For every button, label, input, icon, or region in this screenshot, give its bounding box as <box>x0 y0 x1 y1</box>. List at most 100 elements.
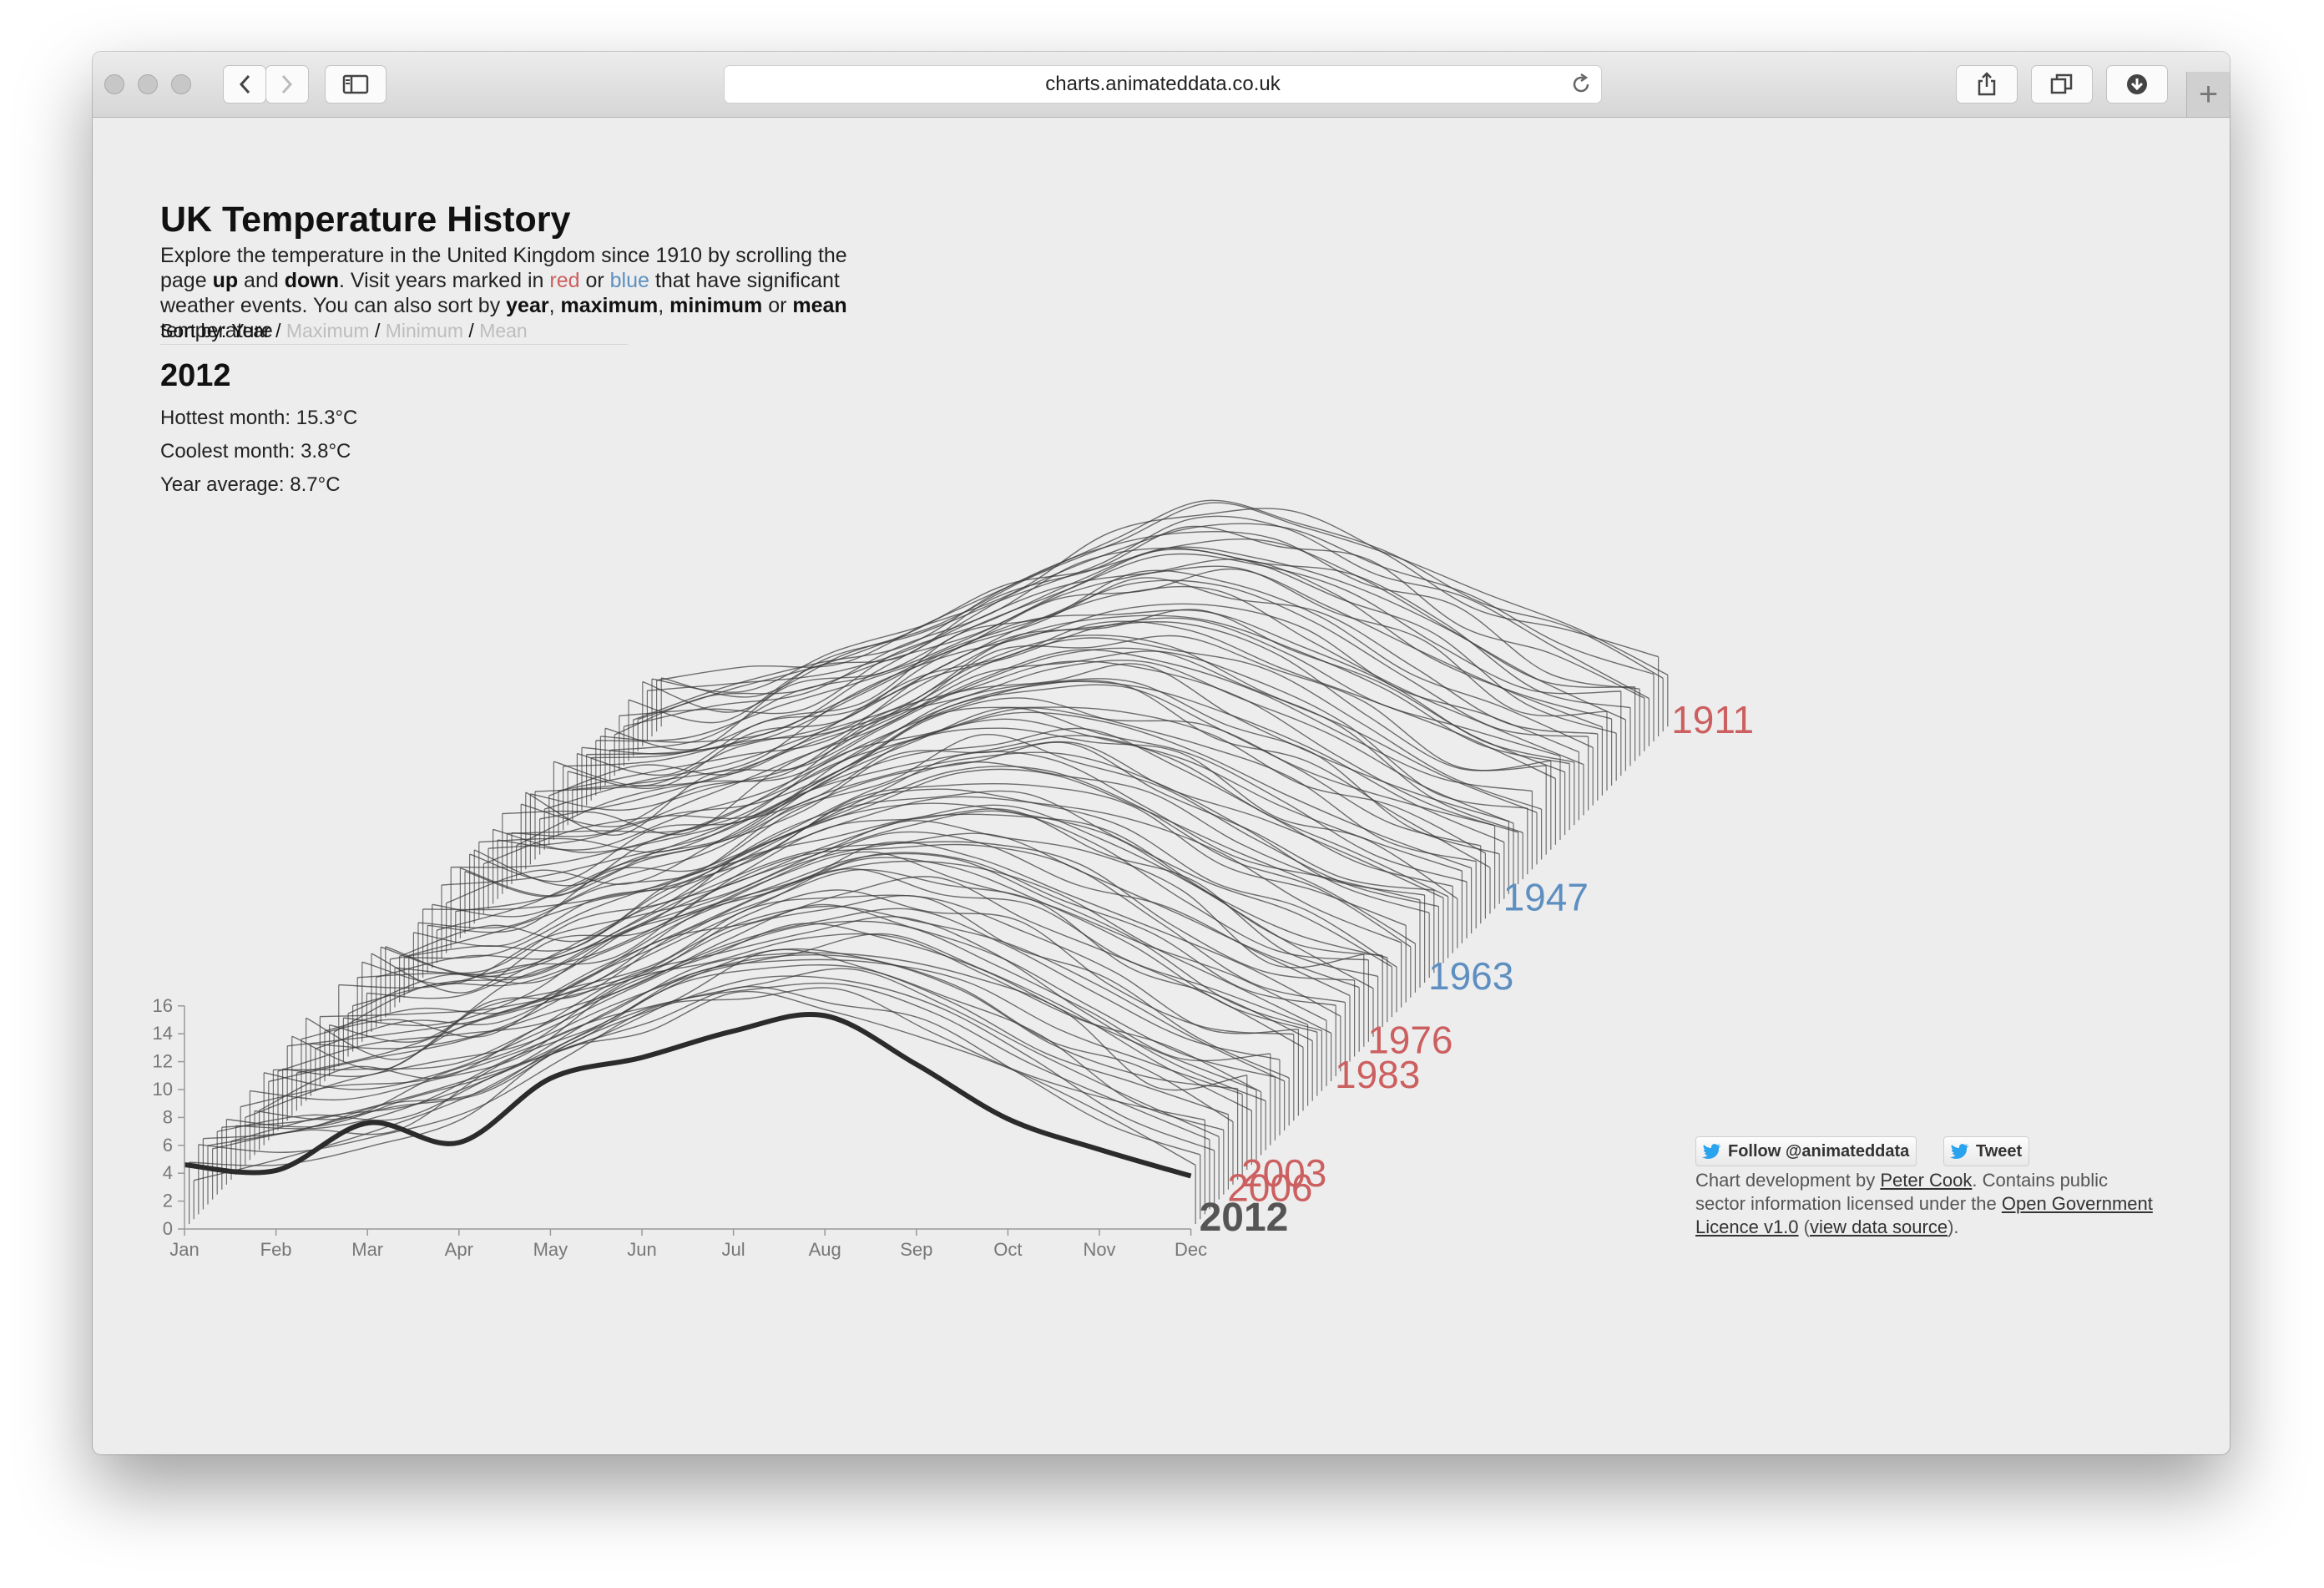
year-ridge-2005[interactable] <box>216 964 1225 1195</box>
year-ridge-2011[interactable] <box>188 990 1196 1225</box>
ridge-line <box>329 852 1336 1043</box>
year-ridge-2009[interactable] <box>198 987 1206 1215</box>
ridge-line <box>404 766 1412 959</box>
year-label-1963[interactable]: 1963 <box>1428 954 1513 998</box>
year-ridge-1986[interactable] <box>306 868 1313 1101</box>
year-ridge-1957[interactable] <box>441 735 1449 958</box>
share-button[interactable] <box>1956 65 2018 104</box>
year-ridge-1997[interactable] <box>254 933 1262 1156</box>
year-ridge-1948[interactable] <box>482 680 1491 914</box>
year-ridge-1933[interactable] <box>553 617 1561 840</box>
downloads-button[interactable] <box>2106 65 2168 104</box>
sort-mean-option[interactable]: Mean <box>479 320 528 341</box>
year-ridge-1912[interactable] <box>651 508 1660 736</box>
year-ridge-1918[interactable] <box>623 547 1631 766</box>
year-ridge-1988[interactable] <box>296 876 1304 1111</box>
year-ridge-1930[interactable] <box>567 609 1575 826</box>
year-ridge-2003[interactable] <box>225 948 1234 1185</box>
reload-icon[interactable] <box>1569 73 1593 96</box>
y-tick-label: 0 <box>163 1218 173 1239</box>
year-ridge-1975[interactable] <box>356 820 1365 1047</box>
follow-button[interactable]: Follow @animateddata <box>1695 1136 1917 1166</box>
year-label-1911[interactable]: 1911 <box>1671 698 1754 741</box>
year-ridge-1972[interactable] <box>371 808 1379 1032</box>
year-ridge-1991[interactable] <box>282 895 1290 1126</box>
year-ridge-1910[interactable] <box>660 502 1669 727</box>
ridge-line <box>422 751 1430 913</box>
year-ridge-1935[interactable] <box>543 621 1552 850</box>
share-icon <box>1978 72 1996 96</box>
year-ridge-1923[interactable] <box>599 565 1608 791</box>
close-window-button[interactable] <box>104 74 124 94</box>
zoom-window-button[interactable] <box>171 74 191 94</box>
ridge-line <box>534 637 1542 810</box>
ridge-line <box>651 508 1659 693</box>
new-tab-button[interactable]: + <box>2186 72 2230 117</box>
licence-link[interactable]: Open Government Licence v1.0 <box>1695 1193 2153 1237</box>
year-ridge-2012[interactable] <box>184 1011 1192 1179</box>
forward-button[interactable] <box>265 65 309 104</box>
sort-maximum-option[interactable]: Maximum <box>285 320 370 341</box>
x-tick-label: Sep <box>900 1239 932 1260</box>
year-ridge-1982[interactable] <box>324 860 1332 1081</box>
year-ridge-2000[interactable] <box>240 952 1248 1171</box>
year-ridge-1920[interactable] <box>614 553 1622 776</box>
year-ridge-1979[interactable] <box>338 843 1346 1067</box>
year-ridge-2007[interactable] <box>207 975 1215 1205</box>
year-ridge-2008[interactable] <box>202 982 1210 1210</box>
tweet-button-label: Tweet <box>1976 1142 2023 1161</box>
year-ridge-1981[interactable] <box>329 852 1336 1077</box>
ridge-line <box>586 569 1594 756</box>
tweet-button[interactable]: Tweet <box>1943 1136 2030 1166</box>
ridge-line <box>268 903 1276 1083</box>
year-ridge-1916[interactable] <box>632 530 1640 756</box>
year-ridge-1951[interactable] <box>469 697 1477 929</box>
year-ridge-1919[interactable] <box>619 546 1627 771</box>
year-ridge-1936[interactable] <box>538 635 1547 855</box>
year-ridge-1931[interactable] <box>562 614 1570 831</box>
year-ridge-2006[interactable] <box>212 968 1220 1200</box>
ridge-line <box>600 565 1608 743</box>
year-label-1947[interactable]: 1947 <box>1503 876 1589 919</box>
author-link[interactable]: Peter Cook <box>1880 1170 1973 1191</box>
year-ridge-1971[interactable] <box>376 813 1383 1028</box>
ridge-line <box>642 515 1650 713</box>
year-ridge-1945[interactable] <box>497 680 1505 899</box>
year-ridge-1974[interactable] <box>361 810 1370 1042</box>
data-source-link[interactable]: view data source <box>1809 1216 1948 1237</box>
year-ridge-1942[interactable] <box>511 660 1519 884</box>
year-label-1976[interactable]: 1976 <box>1367 1019 1452 1062</box>
tabs-overview-button[interactable] <box>2031 65 2093 104</box>
year-ridge-1990[interactable] <box>286 889 1295 1121</box>
address-bar[interactable]: charts.animateddata.co.uk <box>724 65 1602 104</box>
ridge-line <box>287 889 1294 1047</box>
year-label-2012[interactable]: 2012 <box>1200 1196 1289 1240</box>
year-ridge-1924[interactable] <box>595 568 1604 796</box>
year-ridge-1966[interactable] <box>399 782 1407 1003</box>
year-ridge-1913[interactable] <box>646 523 1655 741</box>
year-ridge-1921[interactable] <box>609 549 1617 781</box>
year-label-2003[interactable]: 2003 <box>1241 1151 1326 1195</box>
year-ridge-1995[interactable] <box>263 920 1271 1145</box>
year-ridge-1968[interactable] <box>389 788 1397 1013</box>
page-title: UK Temperature History <box>160 200 571 240</box>
year-ridge-1954[interactable] <box>455 718 1463 943</box>
sidebar-toggle-button[interactable] <box>325 65 386 104</box>
year-ridge-1992[interactable] <box>277 905 1286 1130</box>
back-button[interactable] <box>223 65 266 104</box>
year-ridge-2010[interactable] <box>193 985 1201 1220</box>
year-ridge-1961[interactable] <box>422 751 1430 979</box>
ridge-line <box>361 810 1369 985</box>
year-label-1983[interactable]: 1983 <box>1335 1053 1420 1096</box>
year-ridge-1927[interactable] <box>581 579 1589 811</box>
ridge-line <box>207 975 1215 1151</box>
year-ridge-1958[interactable] <box>436 741 1444 963</box>
minimize-window-button[interactable] <box>138 74 158 94</box>
year-ridge-1938[interactable] <box>529 635 1538 865</box>
ridge-line <box>427 741 1434 933</box>
ridge-line <box>451 727 1458 899</box>
sort-minimum-option[interactable]: Minimum <box>385 320 464 341</box>
year-label-2006[interactable]: 2006 <box>1227 1166 1312 1210</box>
sort-year-option[interactable]: Year <box>231 320 270 341</box>
year-ridge-1937[interactable] <box>534 637 1543 860</box>
